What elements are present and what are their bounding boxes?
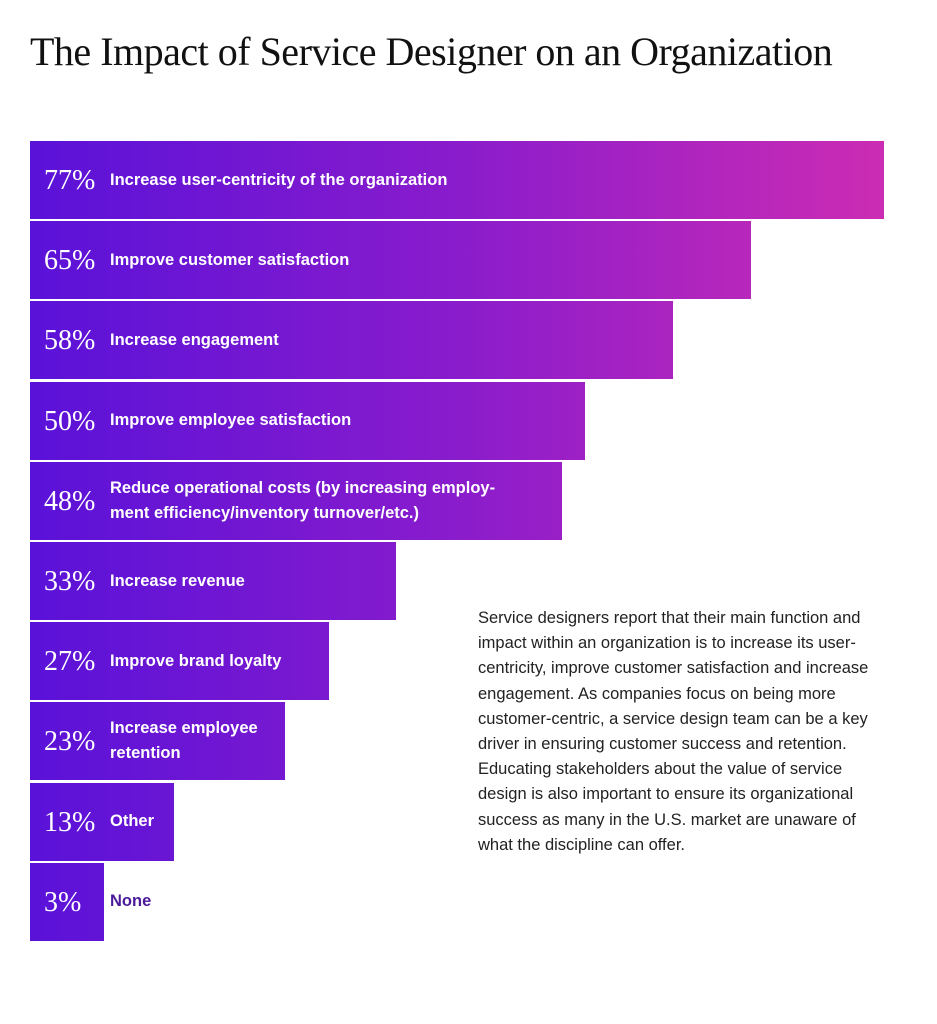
bar-8	[30, 702, 286, 781]
value-label: 48%	[44, 485, 96, 517]
value-label: 58%	[44, 325, 96, 357]
value-label: 13%	[44, 806, 96, 838]
category-label: Increase employee retention	[110, 719, 258, 763]
chart-description: Service designers report that their main…	[478, 609, 869, 854]
bar-6	[30, 542, 396, 620]
category-label: Increase engagement	[110, 330, 279, 349]
value-label: 23%	[44, 726, 96, 758]
value-label: 50%	[44, 405, 96, 437]
bar-7	[30, 622, 330, 701]
bar-4	[30, 381, 585, 460]
category-label: Increase revenue	[110, 571, 245, 590]
category-label: Improve customer satisfaction	[110, 250, 350, 269]
category-label: Improve employee satisfaction	[110, 411, 352, 430]
value-label: 27%	[44, 646, 96, 678]
value-label: 77%	[44, 165, 96, 196]
value-label: 65%	[44, 245, 96, 277]
category-label: Other	[110, 812, 155, 831]
bar-10	[30, 862, 104, 941]
category-label: Reduce operational costs (by increasing …	[110, 478, 496, 522]
bar-5	[30, 461, 563, 540]
value-label: 3%	[44, 886, 82, 918]
bar-2	[30, 221, 751, 300]
bar-1	[30, 141, 884, 219]
bar-3	[30, 301, 674, 380]
bar-9	[30, 782, 175, 861]
category-label: Improve brand loyalty	[110, 651, 282, 670]
category-label: None	[110, 892, 152, 911]
chart-title: The Impact of Service Designer on an Org…	[30, 29, 833, 74]
category-label: Increase user-centricity of the organiza…	[110, 170, 448, 189]
value-label: 33%	[44, 566, 96, 597]
